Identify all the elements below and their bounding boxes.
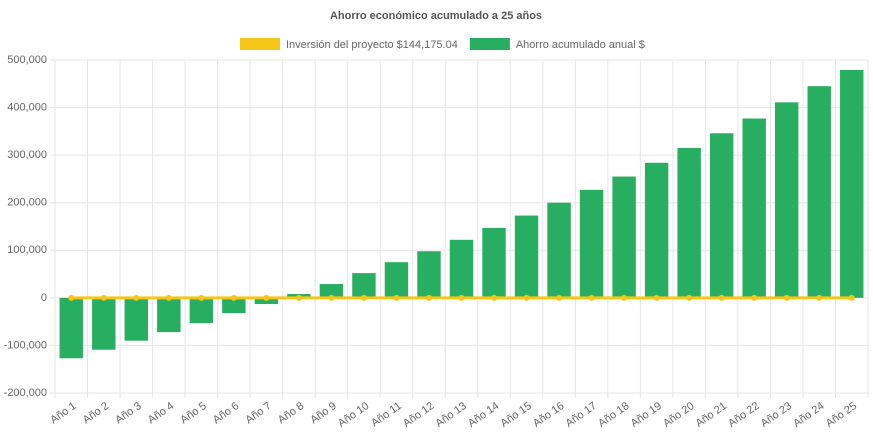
line-point bbox=[751, 294, 758, 301]
x-tick-label: Año 1 bbox=[48, 400, 78, 426]
line-point bbox=[458, 294, 465, 301]
y-tick-label: 100,000 bbox=[7, 244, 47, 256]
line-point bbox=[360, 294, 367, 301]
bar bbox=[384, 262, 409, 298]
x-tick-label: Año 18 bbox=[596, 400, 631, 430]
bar bbox=[840, 69, 864, 298]
y-tick-label: 0 bbox=[41, 292, 47, 304]
bar bbox=[579, 189, 604, 298]
x-tick-label: Año 24 bbox=[791, 400, 826, 430]
x-tick-label: Año 14 bbox=[466, 400, 501, 430]
x-tick-label: Año 9 bbox=[308, 400, 338, 426]
bar bbox=[644, 162, 669, 298]
line-point bbox=[816, 294, 823, 301]
bar bbox=[222, 297, 246, 314]
line-point bbox=[68, 294, 75, 301]
bar bbox=[59, 297, 83, 359]
bar bbox=[742, 118, 766, 298]
x-tick-label: Año 17 bbox=[564, 400, 599, 430]
x-tick-label: Año 16 bbox=[531, 400, 566, 430]
line-point bbox=[198, 294, 205, 301]
x-tick-label: Año 2 bbox=[81, 400, 111, 426]
x-tick-label: Año 25 bbox=[824, 400, 859, 430]
line-point bbox=[491, 294, 498, 301]
y-tick-label: -100,000 bbox=[4, 339, 47, 351]
bar bbox=[547, 202, 571, 298]
y-tick-label: 200,000 bbox=[7, 197, 47, 209]
bar bbox=[709, 133, 734, 298]
x-tick-label: Año 21 bbox=[694, 400, 729, 430]
legend-label: Ahorro acumulado anual $ bbox=[516, 39, 645, 51]
line-point bbox=[588, 294, 595, 301]
line-point bbox=[230, 294, 237, 301]
x-tick-label: Año 23 bbox=[759, 400, 794, 430]
line-point bbox=[783, 294, 790, 301]
x-tick-label: Año 7 bbox=[243, 400, 273, 426]
bar bbox=[807, 86, 831, 298]
bar bbox=[189, 297, 214, 324]
legend-swatch bbox=[240, 38, 280, 50]
x-tick-label: Año 4 bbox=[146, 400, 176, 426]
y-tick-label: 400,000 bbox=[7, 101, 47, 113]
legend-label: Inversión del proyecto $144,175.04 bbox=[286, 39, 458, 51]
bar bbox=[482, 227, 506, 298]
bar bbox=[352, 273, 376, 298]
x-tick-label: Año 3 bbox=[113, 400, 143, 426]
bar bbox=[254, 297, 279, 305]
line-point bbox=[425, 294, 432, 301]
line-point bbox=[393, 294, 400, 301]
line-point bbox=[718, 294, 725, 301]
line-point bbox=[523, 294, 530, 301]
line-point bbox=[653, 294, 660, 301]
bar bbox=[417, 251, 441, 298]
x-tick-label: Año 19 bbox=[629, 400, 664, 430]
x-tick-label: Año 11 bbox=[369, 400, 404, 429]
line-point bbox=[133, 294, 140, 301]
bar bbox=[92, 297, 116, 350]
bar bbox=[774, 102, 799, 298]
line-point bbox=[686, 294, 693, 301]
bar bbox=[514, 215, 539, 298]
bar bbox=[612, 176, 636, 298]
x-tick-label: Año 5 bbox=[178, 400, 208, 426]
legend-swatch bbox=[469, 38, 510, 50]
x-tick-label: Año 13 bbox=[433, 400, 468, 430]
x-tick-label: Año 8 bbox=[276, 400, 306, 426]
y-tick-label: -200,000 bbox=[4, 387, 47, 399]
bar bbox=[157, 297, 181, 333]
x-tick-label: Año 20 bbox=[661, 400, 696, 430]
line-point bbox=[848, 294, 855, 301]
line-point bbox=[328, 294, 335, 301]
x-tick-label: Año 22 bbox=[726, 400, 761, 430]
line-point bbox=[621, 294, 628, 301]
x-tick-label: Año 10 bbox=[336, 400, 371, 430]
y-tick-label: 300,000 bbox=[7, 149, 47, 161]
y-tick-label: 500,000 bbox=[7, 54, 47, 66]
bar bbox=[677, 148, 701, 298]
line-point bbox=[165, 294, 172, 301]
bar bbox=[449, 239, 474, 298]
x-tick-label: Año 12 bbox=[401, 400, 436, 430]
line-point bbox=[263, 294, 270, 301]
x-tick-label: Año 6 bbox=[211, 400, 241, 426]
line-point bbox=[556, 294, 563, 301]
line-point bbox=[295, 294, 302, 301]
line-point bbox=[100, 294, 107, 301]
bar bbox=[319, 284, 344, 298]
chart-title: Ahorro económico acumulado a 25 años bbox=[330, 10, 542, 22]
bar bbox=[124, 297, 149, 341]
x-tick-label: Año 15 bbox=[498, 400, 533, 430]
